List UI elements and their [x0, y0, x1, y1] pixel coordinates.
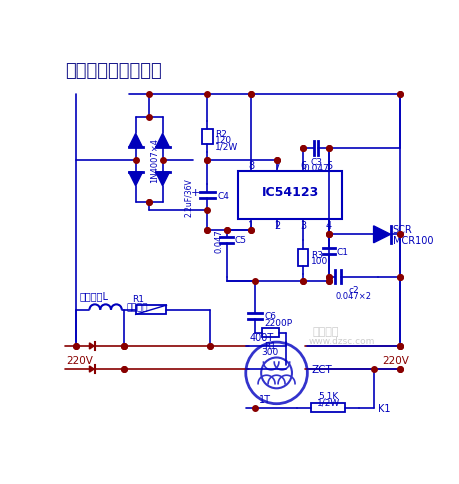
Bar: [202, 130, 212, 145]
Text: C5: C5: [235, 236, 246, 245]
Text: 1: 1: [247, 221, 253, 231]
Text: C1: C1: [336, 247, 348, 256]
Text: 1T: 1T: [258, 394, 270, 404]
Text: 7: 7: [273, 160, 280, 170]
Text: 100: 100: [310, 257, 327, 265]
Text: R3: R3: [310, 250, 322, 259]
Polygon shape: [373, 227, 390, 243]
Polygon shape: [155, 134, 169, 148]
Text: 维库一卡: 维库一卡: [312, 326, 339, 336]
Text: 220V: 220V: [66, 355, 93, 365]
Text: 4: 4: [325, 221, 331, 231]
Text: 2.2uF/36V: 2.2uF/36V: [184, 178, 193, 216]
Text: 1/2W: 1/2W: [214, 142, 238, 151]
Polygon shape: [89, 366, 94, 372]
Text: R1: R1: [132, 295, 144, 304]
Text: 5: 5: [325, 160, 331, 170]
Text: 1N4007×4: 1N4007×4: [150, 138, 159, 183]
Text: 1/2W: 1/2W: [316, 397, 339, 406]
Text: 400T: 400T: [249, 332, 273, 342]
Text: 脱扣线圈L: 脱扣线圈L: [79, 290, 108, 300]
Text: IC54123: IC54123: [261, 186, 318, 199]
Text: 5.1K: 5.1K: [317, 391, 337, 400]
Text: R2: R2: [214, 130, 226, 138]
Text: 0.047: 0.047: [214, 228, 224, 252]
Text: K1: K1: [377, 403, 390, 413]
Polygon shape: [89, 343, 94, 349]
Text: 压敏电阻: 压敏电阻: [126, 302, 148, 311]
Text: ZCT: ZCT: [311, 364, 331, 374]
Text: 120: 120: [214, 136, 232, 145]
Text: C4: C4: [217, 191, 229, 200]
Text: 0.047: 0.047: [302, 164, 328, 173]
Text: www.dzsc.com: www.dzsc.com: [308, 336, 375, 346]
Text: 2200P: 2200P: [263, 318, 292, 327]
Text: 300: 300: [261, 347, 279, 356]
Bar: [135, 305, 166, 315]
Text: 220V: 220V: [381, 355, 408, 365]
Text: C3: C3: [309, 158, 321, 167]
Text: C6: C6: [263, 312, 276, 321]
Text: 高灵敏度漏电保护器: 高灵敏度漏电保护器: [65, 62, 161, 80]
Text: SCR: SCR: [392, 225, 412, 234]
Bar: [297, 249, 308, 266]
Polygon shape: [129, 134, 142, 148]
Text: 0.047×2: 0.047×2: [335, 292, 371, 301]
Polygon shape: [129, 173, 142, 186]
Bar: [238, 172, 341, 219]
Text: R1: R1: [264, 341, 276, 350]
Bar: [311, 403, 344, 412]
Polygon shape: [155, 173, 169, 186]
Text: c2: c2: [347, 286, 358, 294]
Text: 3: 3: [299, 221, 305, 231]
Bar: [261, 329, 278, 338]
Text: 2: 2: [273, 221, 280, 231]
Text: 8: 8: [247, 160, 253, 170]
Text: 6: 6: [299, 160, 305, 170]
Text: MCR100: MCR100: [392, 235, 432, 245]
Text: +: +: [190, 188, 200, 197]
